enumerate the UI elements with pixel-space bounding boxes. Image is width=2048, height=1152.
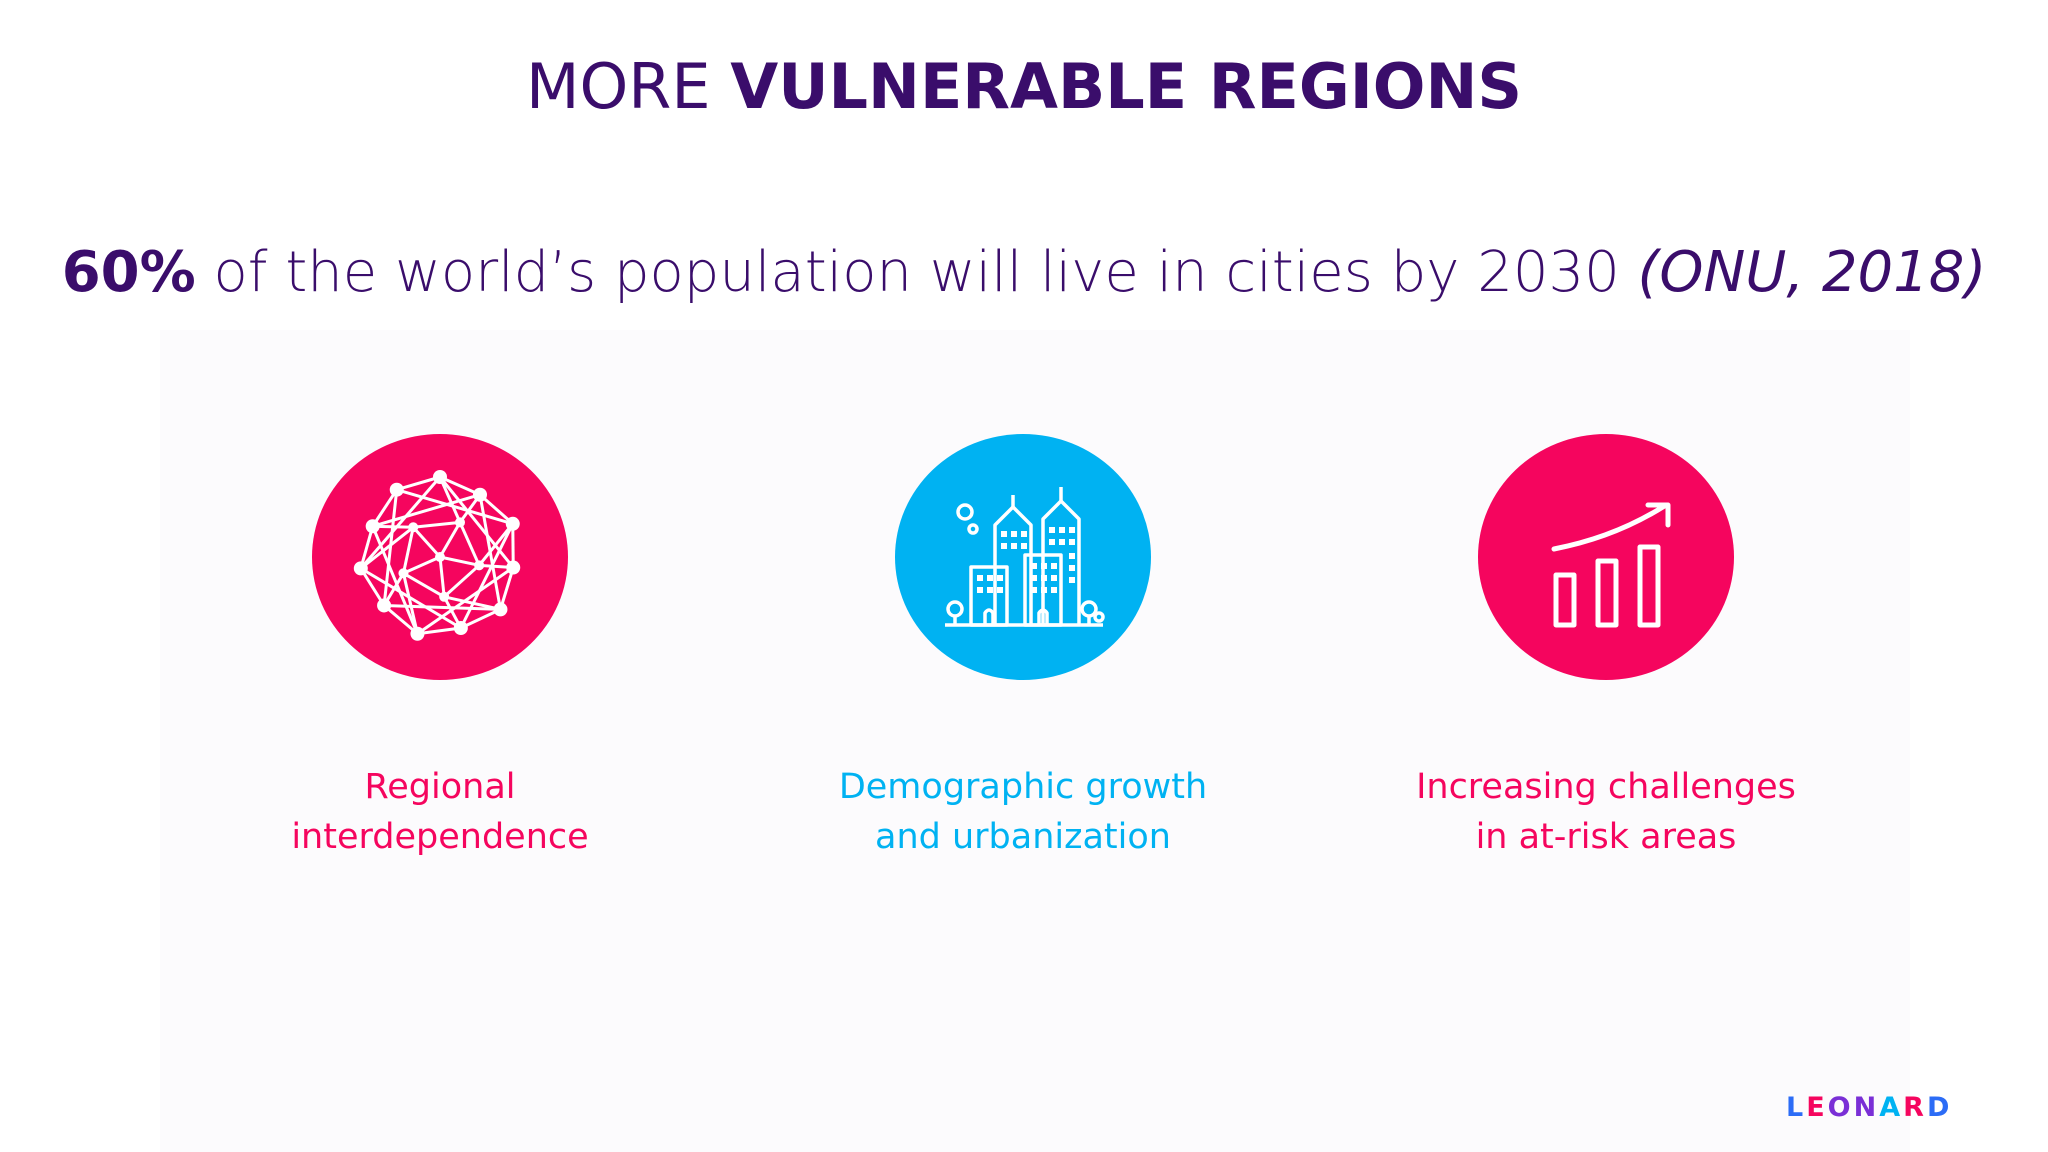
pillar-label-line1: Demographic growth: [838, 767, 1208, 807]
slide-title: MORE VULNERABLE REGIONS: [0, 50, 2048, 123]
pillar-label-regional: Regional interdependence: [160, 762, 720, 862]
network-icon: [353, 470, 521, 641]
pillar-label-demographic: Demographic growth and urbanization: [743, 762, 1303, 862]
title-light: MORE: [525, 50, 731, 123]
pillar-label-challenges: Increasing challenges in at-risk areas: [1326, 762, 1886, 862]
subtitle-percent: 60%: [61, 240, 196, 305]
pillar-label-line1: Increasing challenges: [1416, 767, 1796, 807]
pillar-label-line2: in at-risk areas: [1475, 817, 1737, 857]
city-icon-circle: [895, 434, 1151, 680]
growth-chart-icon-circle: [1478, 434, 1734, 680]
subtitle-source: (ONU, 2018): [1637, 240, 1987, 305]
pillar-label-line2: and urbanization: [875, 817, 1171, 857]
slide-subtitle: 60% of the world’s population will live …: [0, 240, 2048, 305]
network-icon-circle: [312, 434, 568, 680]
growth-chart-icon: [1551, 502, 1671, 628]
subtitle-text: of the world’s population will live in c…: [195, 240, 1638, 305]
pillar-label-line2: interdependence: [291, 817, 589, 857]
logo-text: LEONARD: [1786, 1092, 1953, 1123]
title-bold: VULNERABLE REGIONS: [730, 50, 1523, 123]
city-icon: [945, 487, 1105, 627]
leonard-logo: LEONARD: [1786, 1092, 1952, 1123]
pillar-label-line1: Regional: [364, 767, 516, 807]
